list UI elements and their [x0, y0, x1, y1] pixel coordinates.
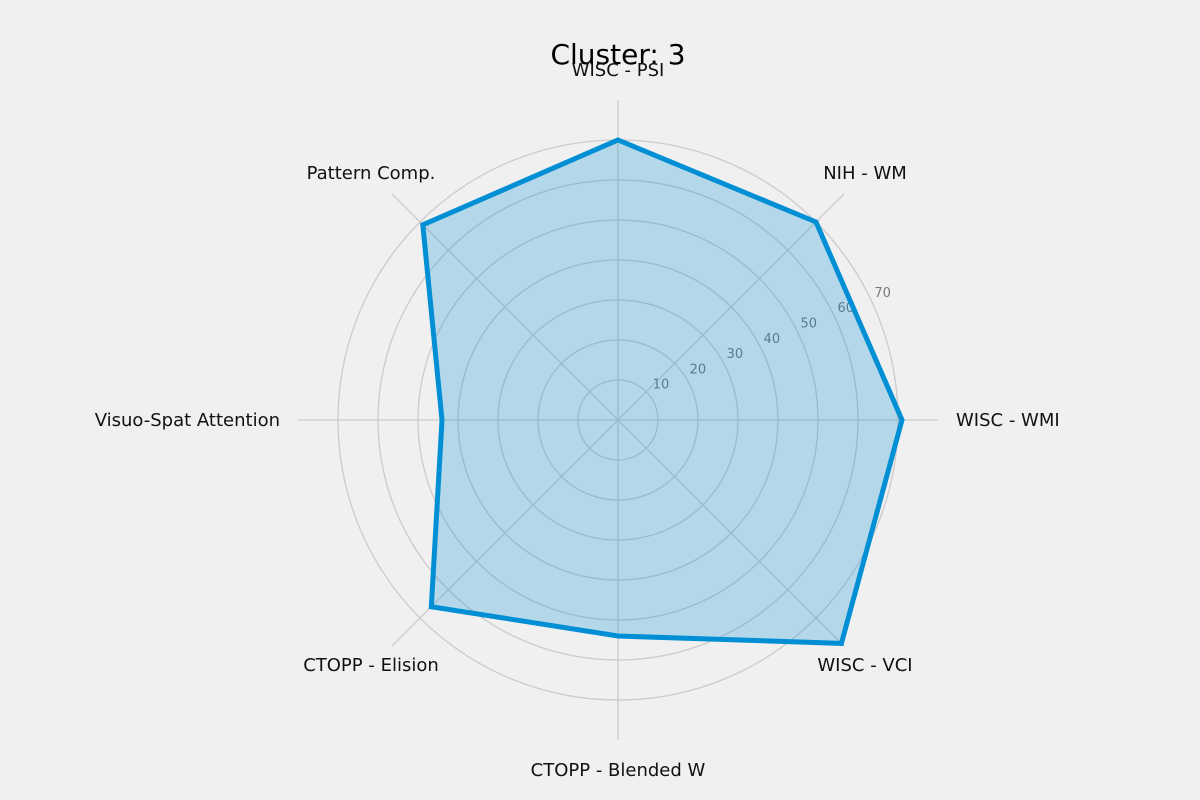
- axis-label: Visuo-Spat Attention: [95, 410, 280, 431]
- series-area: [422, 140, 902, 644]
- radial-tick-label: 50: [801, 316, 818, 331]
- radial-tick-label: 70: [874, 286, 891, 301]
- axis-label: Pattern Comp.: [307, 163, 436, 184]
- radial-tick-label: 40: [764, 332, 781, 347]
- radial-tick-label: 20: [690, 362, 707, 377]
- grid-spoke: [617, 419, 845, 647]
- axis-label: CTOPP - Elision: [303, 655, 439, 676]
- radial-tick-label: 30: [727, 347, 744, 362]
- axis-label: WISC - VCI: [817, 655, 912, 676]
- axis-label: WISC - PSI: [572, 60, 665, 81]
- radar-series: [420, 137, 905, 646]
- axis-label: NIH - WM: [823, 163, 907, 184]
- chart-title: Cluster: 3: [550, 38, 685, 71]
- axis-labels: WISC - PSI NIH - WM WISC - WMI WISC - VCI CT…: [95, 60, 1060, 781]
- axis-label: WISC - WMI: [956, 410, 1060, 431]
- series-line: [420, 137, 905, 646]
- radial-tick-label: 10: [653, 378, 670, 393]
- axis-label: CTOPP - Blended W: [531, 760, 706, 781]
- grid-spoke: [391, 193, 619, 421]
- grid-spoke: [617, 193, 845, 421]
